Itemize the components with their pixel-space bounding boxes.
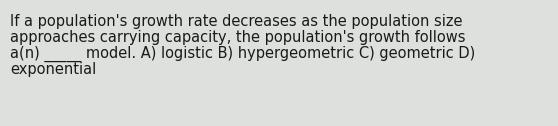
Text: approaches carrying capacity, the population's growth follows: approaches carrying capacity, the popula… <box>10 30 465 45</box>
Text: a(n) _____ model. A) logistic B) hypergeometric C) geometric D): a(n) _____ model. A) logistic B) hyperge… <box>10 46 475 62</box>
Text: If a population's growth rate decreases as the population size: If a population's growth rate decreases … <box>10 14 463 29</box>
Text: exponential: exponential <box>10 62 96 77</box>
